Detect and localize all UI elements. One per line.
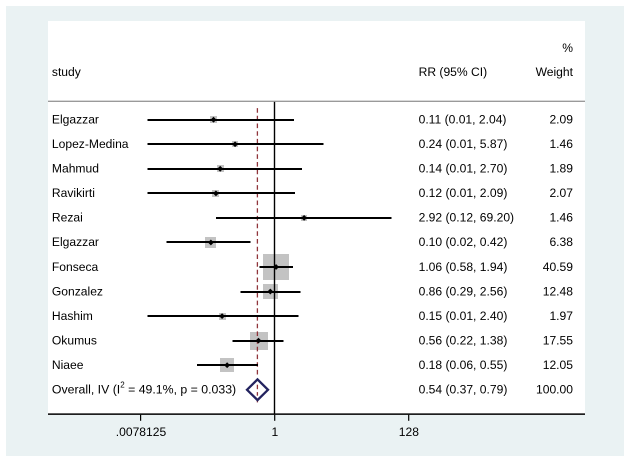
svg-text:Mahmud: Mahmud: [52, 162, 99, 176]
svg-text:Gonzalez: Gonzalez: [52, 284, 103, 298]
svg-text:%: %: [562, 41, 573, 55]
svg-text:Ravikirti: Ravikirti: [52, 186, 95, 200]
svg-text:1.89: 1.89: [549, 162, 573, 176]
svg-text:Weight: Weight: [536, 65, 574, 79]
svg-text:0.10 (0.02, 0.42): 0.10 (0.02, 0.42): [419, 235, 508, 249]
svg-text:.0078125: .0078125: [116, 425, 167, 439]
svg-text:study: study: [52, 65, 82, 79]
svg-text:0.12 (0.01, 2.09): 0.12 (0.01, 2.09): [419, 186, 508, 200]
svg-text:1.97: 1.97: [549, 309, 573, 323]
svg-text:Niaee: Niaee: [52, 358, 84, 372]
svg-text:0.24 (0.01, 5.87): 0.24 (0.01, 5.87): [419, 137, 508, 151]
svg-text:0.15 (0.01, 2.40): 0.15 (0.01, 2.40): [419, 309, 508, 323]
svg-text:0.14 (0.01, 2.70): 0.14 (0.01, 2.70): [419, 162, 508, 176]
svg-text:1.46: 1.46: [549, 211, 573, 225]
svg-text:100.00: 100.00: [536, 383, 573, 397]
svg-text:Overall, IV (I2 = 49.1%, p = 0: Overall, IV (I2 = 49.1%, p = 0.033): [52, 380, 236, 396]
svg-text:12.48: 12.48: [543, 284, 574, 298]
svg-text:1.46: 1.46: [549, 137, 573, 151]
svg-text:Elgazzar: Elgazzar: [52, 235, 99, 249]
svg-text:RR (95% CI): RR (95% CI): [419, 65, 488, 79]
svg-text:Fonseca: Fonseca: [52, 260, 99, 274]
svg-text:12.05: 12.05: [543, 358, 574, 372]
svg-text:Hashim: Hashim: [52, 309, 93, 323]
svg-text:Lopez-Medina: Lopez-Medina: [52, 137, 129, 151]
svg-text:1: 1: [272, 425, 279, 439]
svg-text:Rezai: Rezai: [52, 211, 83, 225]
svg-text:Elgazzar: Elgazzar: [52, 113, 99, 127]
svg-text:128: 128: [399, 425, 419, 439]
svg-text:17.55: 17.55: [543, 333, 574, 347]
svg-text:0.11 (0.01, 2.04): 0.11 (0.01, 2.04): [419, 113, 507, 127]
svg-text:6.38: 6.38: [549, 235, 573, 249]
svg-text:2.09: 2.09: [549, 113, 573, 127]
svg-text:0.56 (0.22, 1.38): 0.56 (0.22, 1.38): [419, 333, 508, 347]
svg-text:0.18 (0.06, 0.55): 0.18 (0.06, 0.55): [419, 358, 508, 372]
svg-text:1.06 (0.58, 1.94): 1.06 (0.58, 1.94): [419, 260, 508, 274]
svg-text:2.07: 2.07: [549, 186, 573, 200]
svg-text:0.54 (0.37, 0.79): 0.54 (0.37, 0.79): [419, 383, 508, 397]
svg-text:0.86 (0.29, 2.56): 0.86 (0.29, 2.56): [419, 284, 508, 298]
svg-text:2.92 (0.12, 69.20): 2.92 (0.12, 69.20): [419, 211, 514, 225]
svg-text:40.59: 40.59: [543, 260, 574, 274]
svg-text:Okumus: Okumus: [52, 333, 97, 347]
